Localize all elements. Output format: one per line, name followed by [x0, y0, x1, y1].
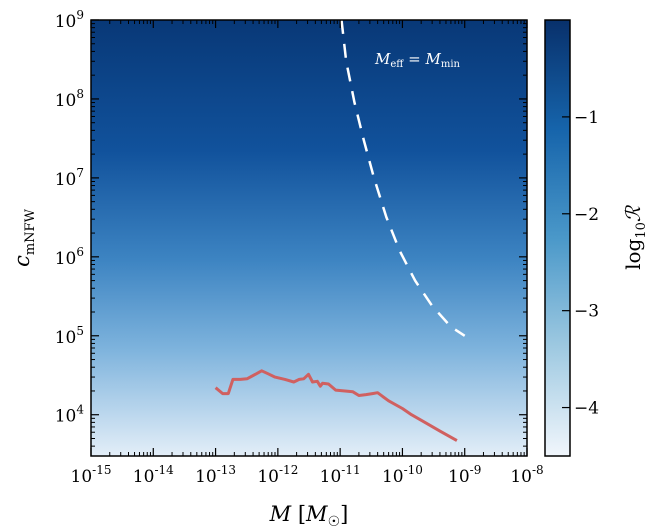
y-tick-label: 106 — [55, 245, 84, 269]
x-tick-label: 10-11 — [320, 463, 361, 487]
colorbar-tick-label: −2 — [574, 205, 599, 225]
colorbar-tick-label: −1 — [574, 108, 599, 128]
series-red-line — [214, 369, 458, 442]
colorbar — [544, 19, 571, 457]
colorbar-label: log10ℛ — [621, 204, 649, 270]
y-tick-label: 108 — [55, 87, 84, 111]
x-tick-label: 10-15 — [71, 463, 112, 487]
x-tick-label: 10-10 — [382, 463, 423, 487]
y-tick-label: 107 — [55, 166, 84, 190]
x-tick-label: 10-8 — [510, 463, 543, 487]
y-axis-label: cmNFW — [10, 208, 38, 266]
x-tick-label: 10-12 — [257, 463, 298, 487]
plot-frame — [90, 19, 528, 457]
colorbar-tick-label: −4 — [574, 399, 599, 419]
y-tick-label: 104 — [55, 403, 85, 427]
heatmap-field — [91, 20, 527, 456]
series-layer — [214, 20, 466, 442]
x-tick-label: 10-13 — [195, 463, 236, 487]
y-tick-label: 109 — [55, 8, 84, 32]
x-axis-ticks: 10-15 10-14 10-13 10-12 10-11 10-10 10-9 10-8 — [71, 20, 544, 487]
colorbar-ticks: −1 −2 −3 −4 — [562, 108, 599, 419]
y-tick-label: 105 — [55, 324, 84, 348]
x-tick-label: 10-9 — [448, 463, 481, 487]
x-tick-label: 10-14 — [133, 463, 174, 487]
colorbar-tick-label: −3 — [574, 302, 599, 322]
y-axis-ticks: 104 105 106 107 108 109 — [55, 8, 527, 457]
series-meff-mmin-line — [340, 20, 466, 337]
x-axis-label: M [M☉] — [269, 502, 349, 527]
